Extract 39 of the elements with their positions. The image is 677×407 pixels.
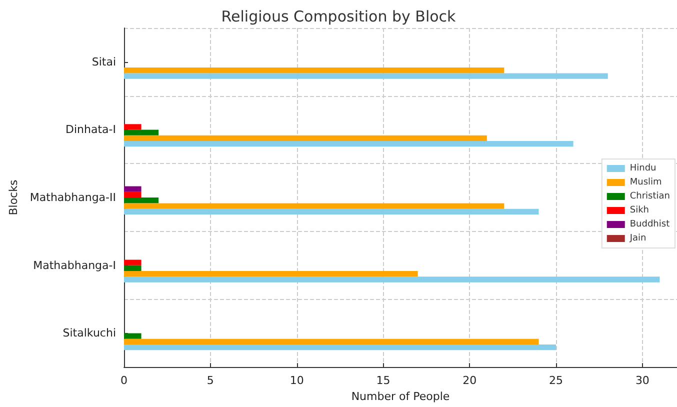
x-tick-label: 15 <box>376 374 390 388</box>
bar <box>124 271 418 277</box>
legend-label: Jain <box>628 234 646 244</box>
y-tick-label: Sitalkuchi <box>62 326 116 340</box>
bar <box>124 276 660 282</box>
y-tick-label: Dinhata-I <box>66 123 116 136</box>
bar <box>124 198 159 204</box>
bar <box>124 135 487 142</box>
bar <box>124 208 539 215</box>
y-tick-label: Mathabhanga-II <box>30 191 116 204</box>
bar <box>124 333 142 339</box>
x-tick-label: 5 <box>206 374 214 388</box>
y-tick-label: Mathabhanga-I <box>33 258 116 272</box>
x-tick-label: 30 <box>635 374 650 388</box>
bar <box>124 265 142 272</box>
x-tick-label: 20 <box>462 374 477 388</box>
bar <box>124 192 142 198</box>
x-tick-label: 0 <box>120 374 128 388</box>
legend-label: Christian <box>630 192 670 202</box>
x-tick-label: 25 <box>549 374 564 388</box>
legend-label: Muslim <box>630 178 662 188</box>
legend-label: Sikh <box>630 206 650 216</box>
legend-label: Hindu <box>630 164 656 174</box>
legend-label: Buddhist <box>630 220 670 230</box>
bar <box>124 68 504 74</box>
x-tick-label: 10 <box>290 374 304 388</box>
bar <box>124 130 159 136</box>
bar <box>124 186 142 192</box>
bar <box>124 344 556 350</box>
y-tick-label: Sitai <box>92 55 116 68</box>
bar <box>124 338 539 344</box>
bar <box>124 141 574 147</box>
x-axis-title: Number of People <box>351 390 450 403</box>
bar <box>124 260 142 266</box>
bar <box>124 203 504 209</box>
chart-title: Religious Composition by Block <box>221 8 456 26</box>
bar <box>124 124 142 130</box>
y-axis-title: Blocks <box>7 180 20 216</box>
bar <box>124 73 608 79</box>
